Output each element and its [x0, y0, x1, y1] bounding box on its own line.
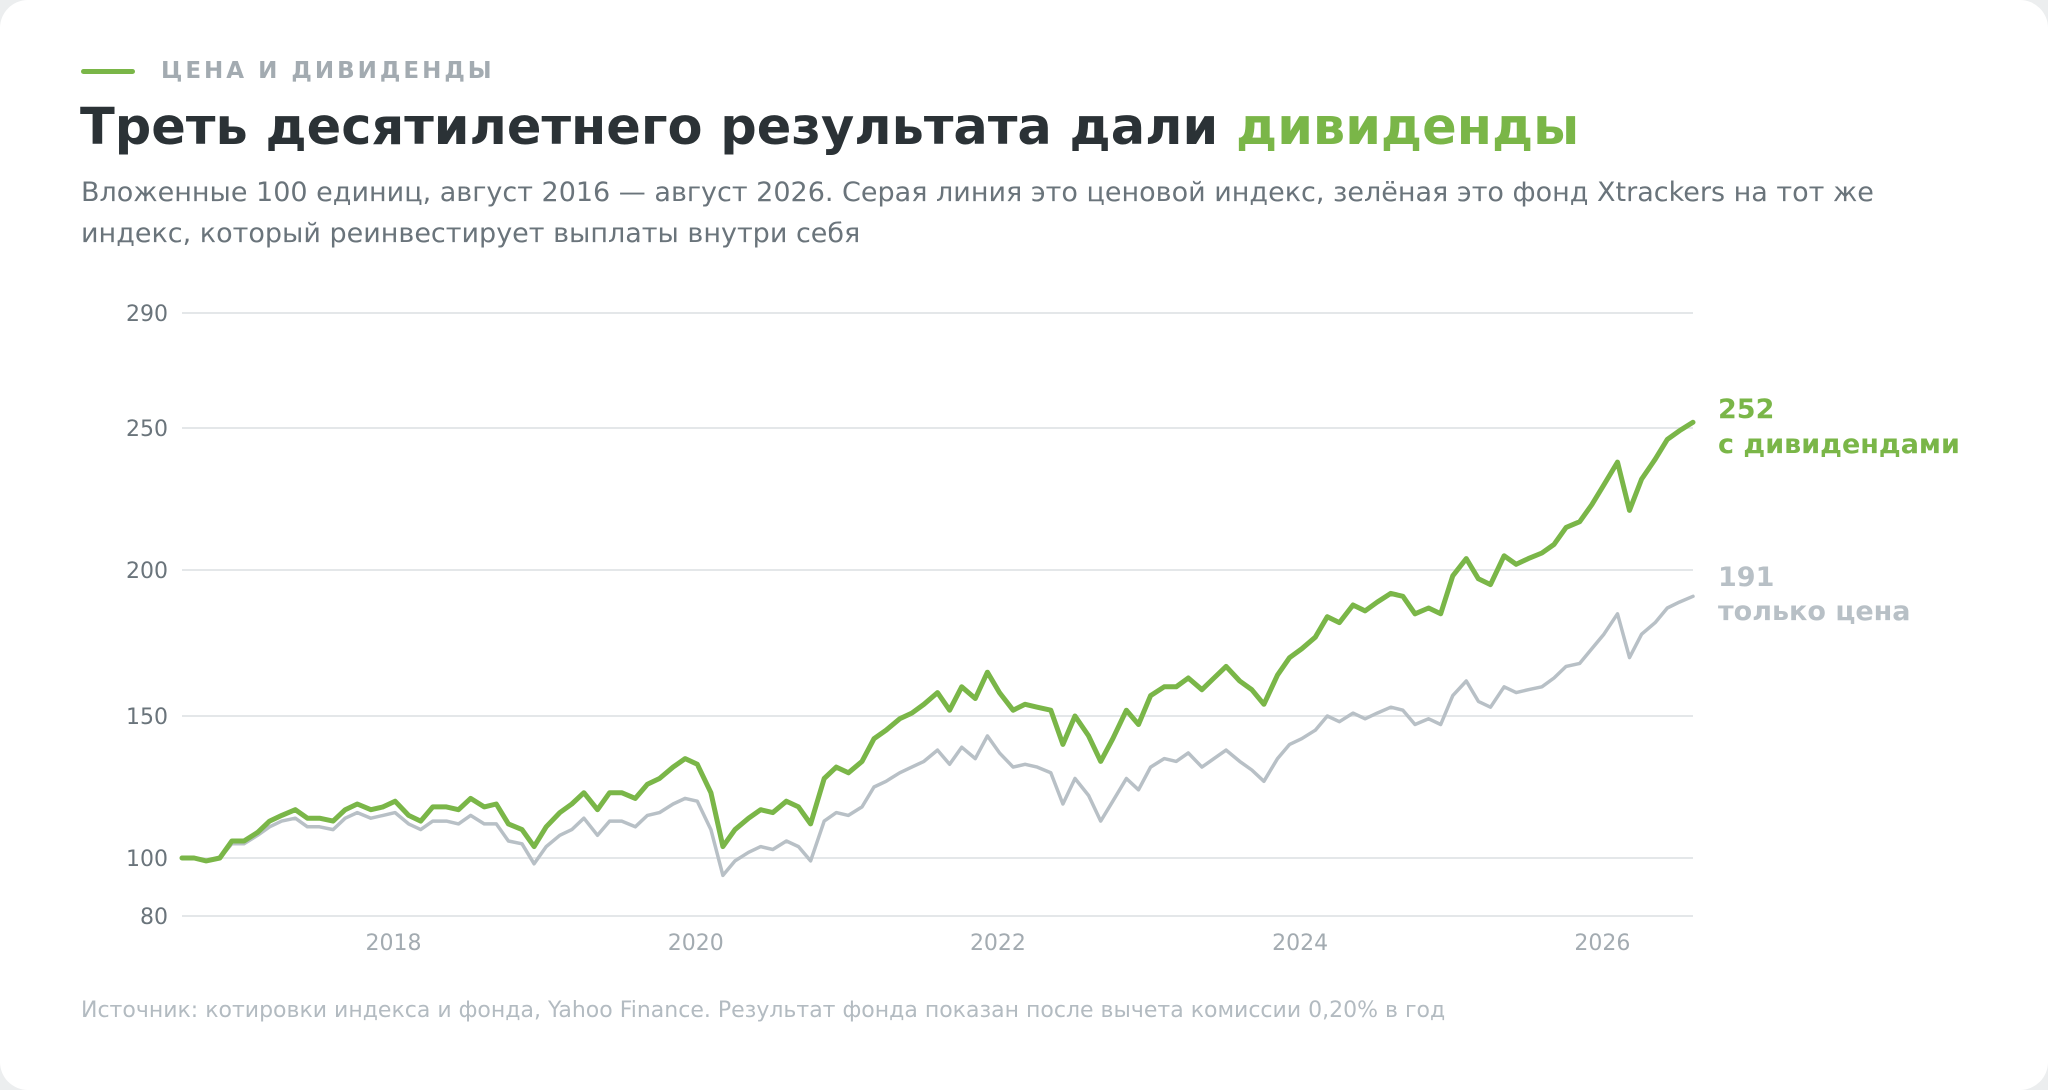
x-tick-label: 2018 [366, 931, 422, 956]
source-footnote: Источник: котировки индекса и фонда, Yah… [81, 998, 1446, 1023]
x-axis-ticks: 2018 2020 2022 2024 2026 [366, 931, 1631, 956]
series-line-price [180, 594, 1695, 878]
series-layer [179, 419, 1696, 878]
kicker: ЦЕНА И ДИВИДЕНДЫ [81, 58, 495, 84]
kicker-accent-bar [81, 68, 135, 74]
end-label-price: только цена [1718, 596, 1911, 627]
y-tick-label: 250 [126, 417, 168, 442]
x-tick-label: 2022 [970, 931, 1026, 956]
end-value-total: 252 [1718, 394, 1774, 425]
chart-subtitle: Вложенные 100 единиц, август 2016 — авгу… [81, 177, 1874, 249]
y-tick-label: 150 [126, 705, 168, 730]
series-line-total [179, 419, 1696, 864]
title-main: Треть десятилетнего результата дали [80, 98, 1236, 157]
y-tick-label: 100 [126, 847, 168, 872]
grid-layer [182, 312, 1693, 917]
x-tick-label: 2026 [1574, 931, 1630, 956]
y-axis-ticks: 80 100 150 200 250 290 [126, 302, 168, 930]
x-tick-label: 2020 [668, 931, 724, 956]
chart-title: Треть десятилетнего результата дали диви… [80, 98, 1579, 157]
y-tick-label: 290 [126, 302, 168, 327]
end-label-total: с дивидендами [1718, 429, 1960, 460]
x-tick-label: 2024 [1272, 931, 1328, 956]
y-tick-label: 80 [140, 905, 168, 930]
end-value-price: 191 [1718, 562, 1774, 593]
kicker-label: ЦЕНА И ДИВИДЕНДЫ [161, 58, 495, 84]
y-tick-label: 200 [126, 559, 168, 584]
title-accent: дивиденды [1236, 98, 1580, 157]
